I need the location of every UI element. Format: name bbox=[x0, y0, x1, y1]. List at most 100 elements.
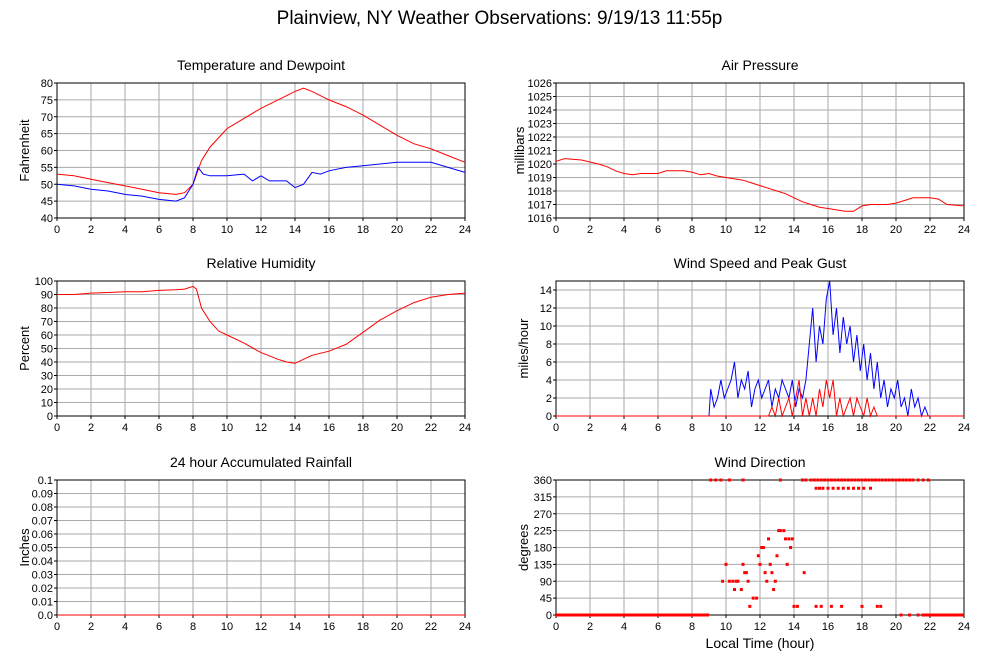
x-tick-label: 2 bbox=[88, 224, 94, 236]
x-tick-label: 0 bbox=[54, 224, 60, 236]
x-tick-label: 2 bbox=[88, 422, 94, 434]
data-point bbox=[879, 604, 883, 608]
data-point bbox=[814, 604, 818, 608]
y-tick-label: 0.02 bbox=[32, 583, 53, 595]
page-title: Plainview, NY Weather Observations: 9/19… bbox=[276, 8, 723, 29]
y-tick-label: 80 bbox=[41, 303, 53, 315]
data-point bbox=[863, 478, 867, 482]
y-axis-label: degrees bbox=[516, 524, 531, 571]
chart-title: Air Pressure bbox=[721, 57, 798, 73]
x-axis-footer-label: Local Time (hour) bbox=[705, 635, 815, 651]
data-point bbox=[870, 478, 874, 482]
series-line bbox=[57, 285, 466, 364]
y-tick-label: 70 bbox=[41, 317, 53, 329]
data-point bbox=[765, 579, 769, 583]
data-point bbox=[767, 537, 770, 541]
data-point bbox=[814, 486, 818, 490]
x-tick-label: 8 bbox=[689, 621, 695, 633]
data-point bbox=[846, 486, 850, 490]
data-point bbox=[823, 478, 827, 482]
y-tick-label: 30 bbox=[41, 371, 53, 383]
data-point bbox=[802, 571, 806, 575]
y-tick-label: 1017 bbox=[528, 200, 552, 212]
y-tick-label: 0.08 bbox=[32, 502, 53, 514]
data-point bbox=[897, 478, 901, 482]
data-point bbox=[751, 596, 755, 600]
x-tick-label: 8 bbox=[190, 621, 196, 633]
y-tick-label: 65 bbox=[41, 129, 53, 141]
data-point bbox=[760, 546, 764, 549]
chart-title: Wind Speed and Peak Gust bbox=[674, 255, 847, 271]
x-tick-label: 8 bbox=[689, 224, 695, 236]
x-tick-label: 20 bbox=[890, 422, 902, 434]
x-tick-label: 18 bbox=[357, 224, 369, 236]
data-point bbox=[884, 478, 888, 482]
data-point bbox=[734, 579, 738, 583]
y-tick-label: 0 bbox=[47, 411, 53, 423]
y-tick-label: 50 bbox=[41, 344, 53, 356]
y-tick-label: 10 bbox=[41, 398, 53, 410]
data-point bbox=[719, 478, 723, 482]
x-tick-label: 24 bbox=[958, 621, 970, 633]
x-tick-label: 16 bbox=[822, 422, 834, 434]
data-point bbox=[784, 537, 787, 541]
x-tick-label: 18 bbox=[357, 422, 369, 434]
y-tick-label: 80 bbox=[41, 78, 53, 90]
y-tick-label: 60 bbox=[41, 330, 53, 342]
data-point bbox=[741, 562, 745, 566]
data-point bbox=[721, 579, 725, 583]
x-tick-label: 24 bbox=[958, 422, 970, 434]
data-point bbox=[860, 478, 864, 482]
x-tick-label: 4 bbox=[122, 621, 128, 633]
x-tick-label: 16 bbox=[323, 621, 335, 633]
y-tick-label: 0.01 bbox=[32, 597, 53, 609]
data-point bbox=[869, 486, 872, 490]
x-tick-label: 10 bbox=[720, 621, 732, 633]
x-tick-label: 10 bbox=[720, 422, 732, 434]
data-point bbox=[921, 478, 925, 482]
y-tick-label: 45 bbox=[540, 593, 552, 605]
series-line bbox=[555, 158, 965, 212]
data-point bbox=[778, 478, 782, 482]
data-point bbox=[891, 478, 895, 482]
data-point bbox=[826, 486, 830, 490]
winddir-chart: 0 2 4 6 8 10 12 14 16 18 20 22 240459013518022527031… bbox=[516, 454, 970, 633]
x-tick-label: 14 bbox=[788, 422, 800, 434]
x-tick-label: 16 bbox=[822, 621, 834, 633]
data-point bbox=[818, 486, 821, 490]
y-tick-label: 14 bbox=[540, 285, 552, 297]
chart-title: Wind Direction bbox=[714, 454, 805, 470]
x-tick-label: 22 bbox=[924, 621, 936, 633]
data-point bbox=[787, 537, 791, 541]
data-point bbox=[860, 604, 864, 608]
y-tick-label: 60 bbox=[41, 146, 53, 158]
x-tick-label: 0 bbox=[54, 422, 60, 434]
data-point bbox=[833, 478, 837, 482]
data-point bbox=[727, 579, 731, 583]
data-point bbox=[908, 478, 912, 482]
y-tick-label: 6 bbox=[546, 357, 552, 369]
y-axis-label: Inches bbox=[17, 528, 32, 567]
series-line bbox=[56, 87, 466, 195]
y-tick-label: 1023 bbox=[528, 119, 552, 131]
x-tick-label: 20 bbox=[391, 422, 403, 434]
x-tick-label: 20 bbox=[890, 224, 902, 236]
data-point bbox=[789, 546, 793, 549]
data-point bbox=[875, 604, 879, 608]
y-tick-label: 100 bbox=[35, 276, 53, 288]
y-tick-label: 270 bbox=[534, 509, 552, 521]
data-point bbox=[777, 529, 781, 533]
y-axis-label: miles/hour bbox=[516, 318, 531, 379]
x-tick-label: 22 bbox=[425, 422, 437, 434]
y-tick-label: 20 bbox=[41, 384, 53, 396]
y-tick-label: 1022 bbox=[528, 132, 552, 144]
humidity-chart: 0 2 4 6 8 10 12 14 16 18 20 22 240102030405060708090… bbox=[17, 255, 471, 434]
x-tick-label: 2 bbox=[587, 224, 593, 236]
data-point bbox=[840, 604, 844, 608]
x-tick-label: 20 bbox=[391, 621, 403, 633]
data-point bbox=[773, 579, 777, 583]
data-point bbox=[916, 478, 920, 482]
x-tick-label: 10 bbox=[720, 224, 732, 236]
y-tick-label: 55 bbox=[41, 162, 53, 174]
